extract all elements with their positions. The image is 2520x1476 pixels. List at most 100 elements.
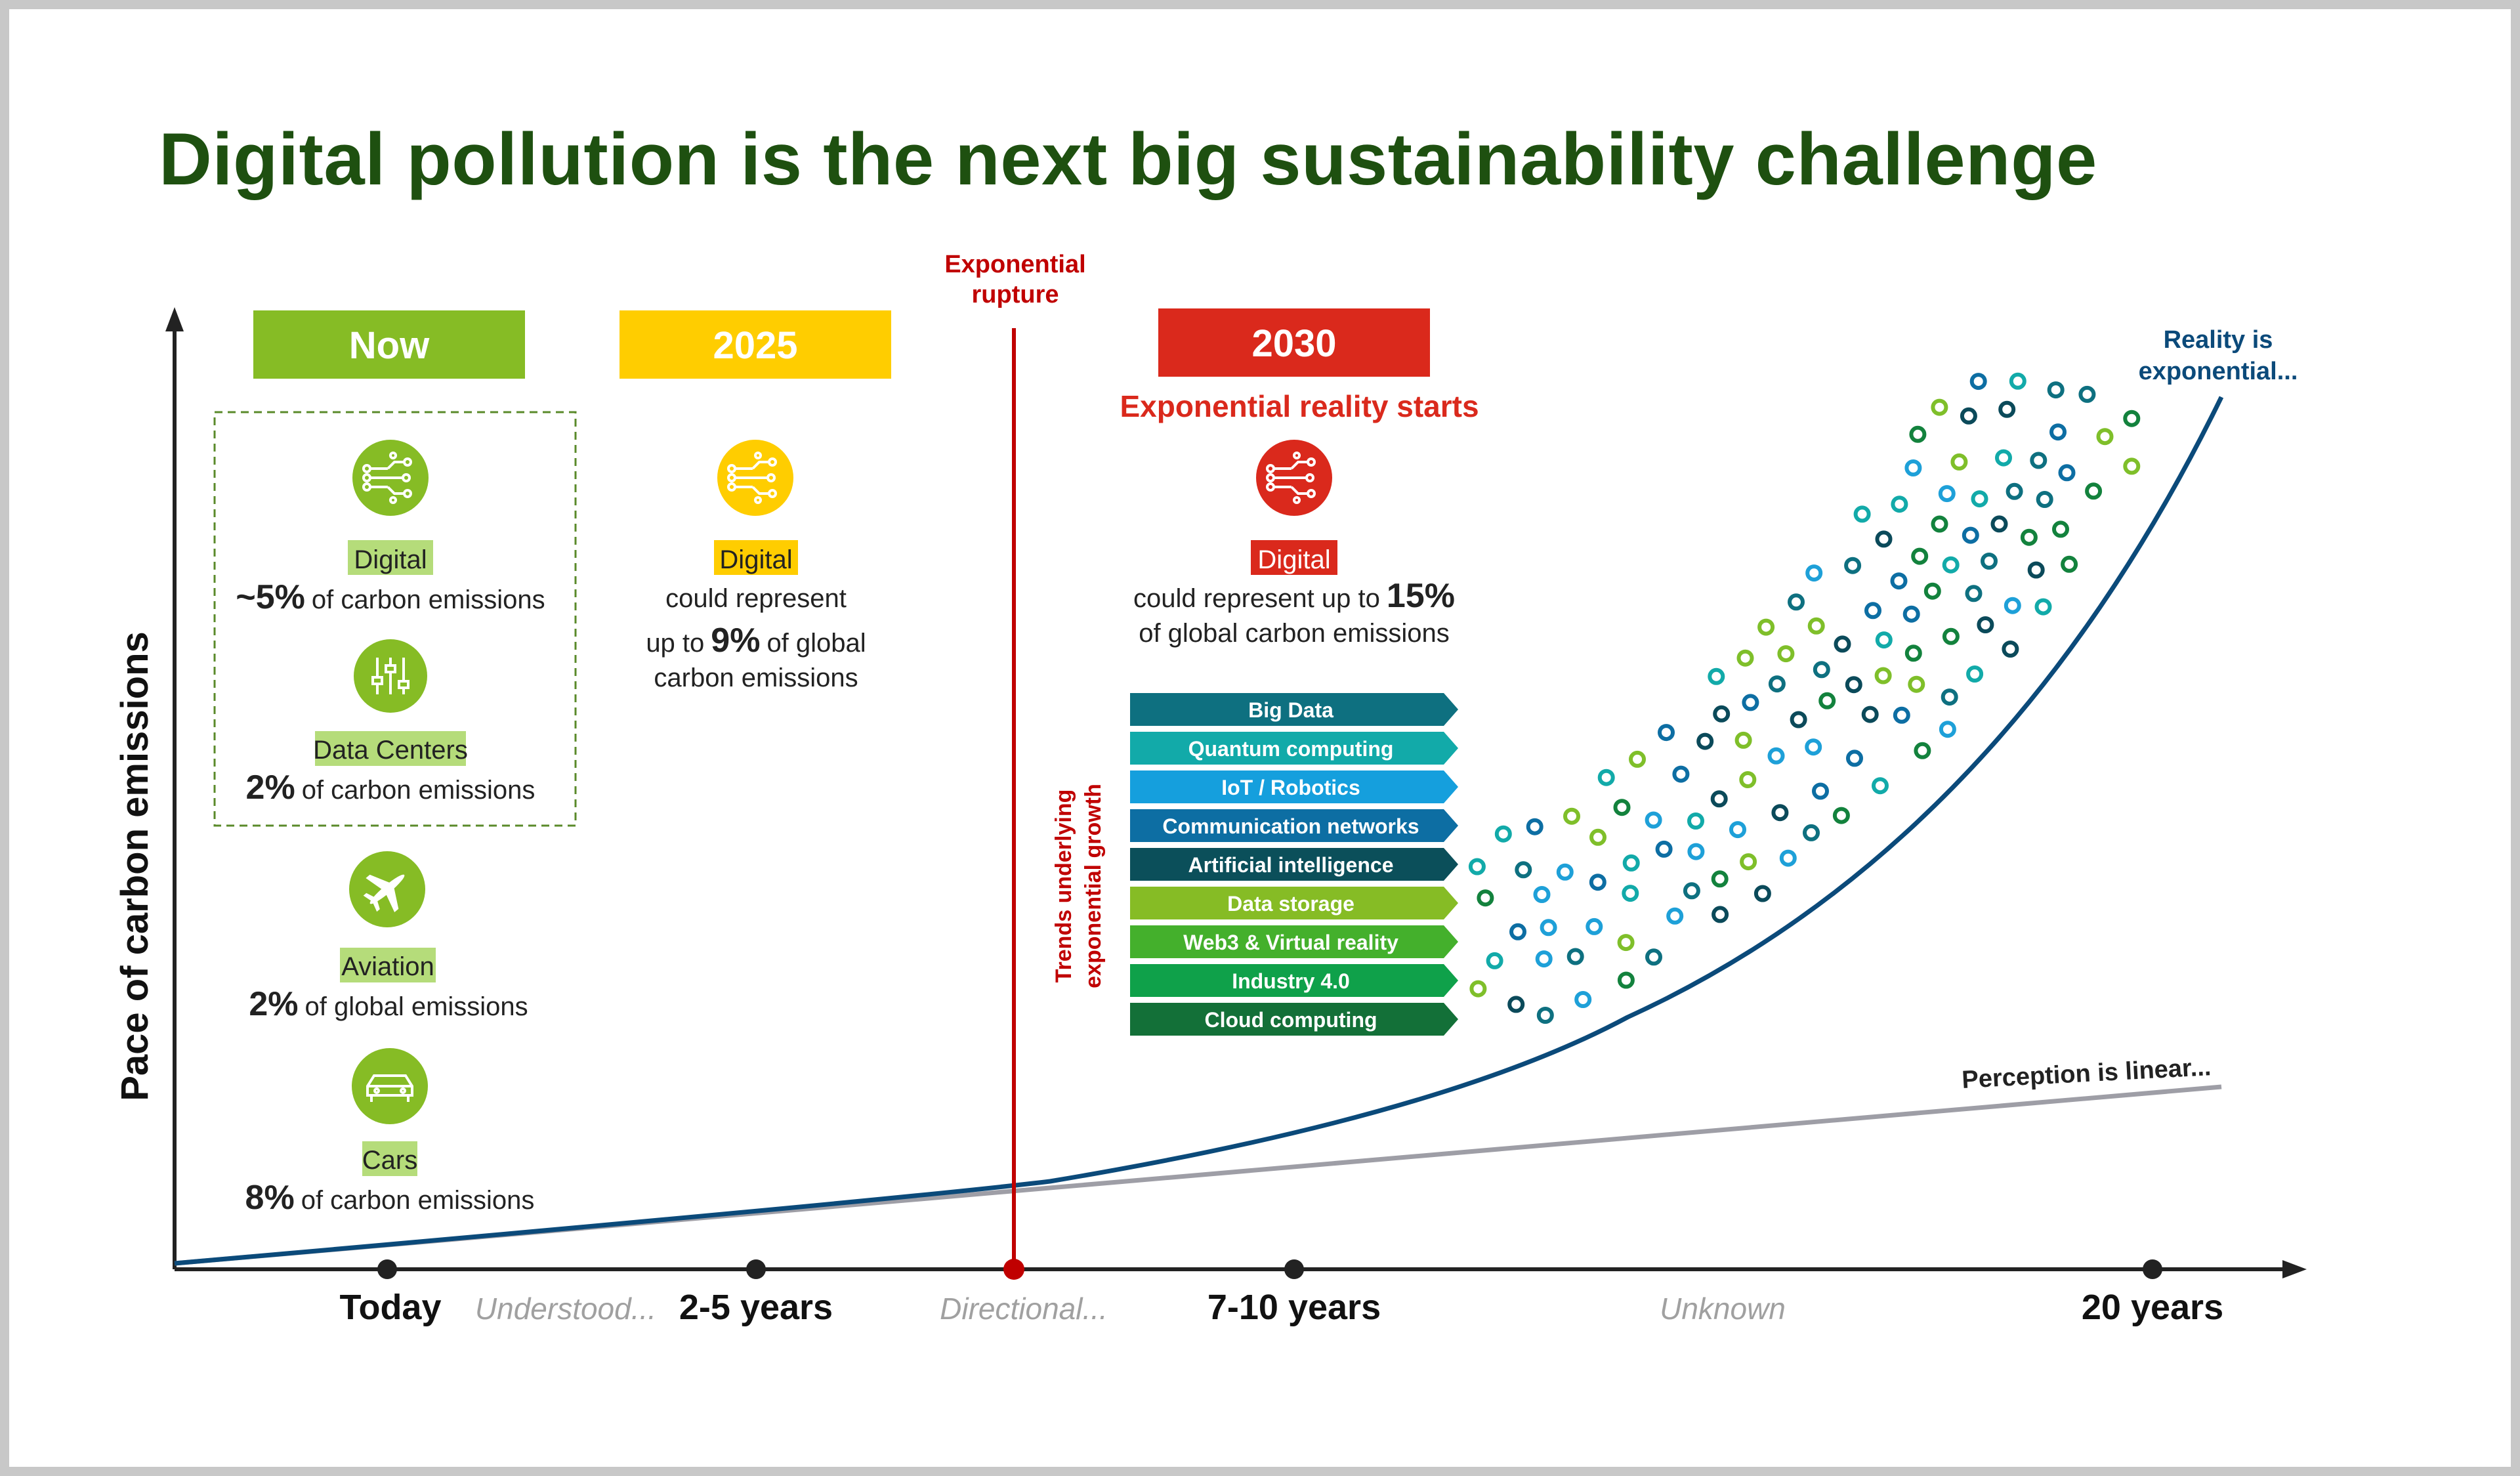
emission-dot [1813, 661, 1830, 679]
emission-dot [1535, 950, 1553, 968]
emission-dot [1844, 557, 1862, 574]
emission-dot [1533, 886, 1551, 903]
tick-label-2-5-years: 2-5 years [679, 1288, 833, 1327]
y2030-line1: could represent up to 15% [1133, 577, 1455, 615]
emission-dot [1713, 705, 1731, 723]
trend-arrow [1130, 693, 1458, 726]
emission-dot [2006, 482, 2023, 500]
now-digital-value: ~5% [236, 578, 305, 616]
sliders-icon [354, 639, 427, 713]
emission-dot [2036, 491, 2053, 508]
emission-dot [1872, 777, 1889, 795]
emission-dot [1950, 453, 1968, 471]
emission-dot [1834, 635, 1851, 653]
trend-arrow [1130, 1003, 1458, 1036]
trend-label: IoT / Robotics [1221, 776, 1360, 799]
emission-dot [1658, 724, 1675, 742]
emission-dot [1739, 771, 1757, 788]
y2025-header-label: 2025 [713, 324, 797, 367]
emission-dot [1574, 991, 1592, 1008]
emission-dot [1818, 692, 1836, 709]
emission-dot [1977, 616, 1994, 633]
now-datacenters-desc: of carbon emissions [302, 776, 536, 805]
emission-dot [1617, 934, 1635, 952]
trend-arrow [1130, 887, 1458, 919]
emission-dot [1938, 485, 1956, 503]
now-cars-stat: 8% of carbon emissions [245, 1179, 535, 1217]
emission-dot [1960, 407, 1977, 425]
emission-dot [2027, 561, 2045, 579]
now-cars-desc: of carbon emissions [301, 1186, 535, 1215]
now-datacenters-value: 2% [246, 769, 295, 807]
emission-dot [2049, 423, 2067, 441]
emission-dot [1771, 804, 1789, 822]
trend-label: Quantum computing [1188, 737, 1394, 761]
emission-dot [1805, 738, 1822, 756]
emission-dot [1965, 585, 1983, 602]
emission-dot [1509, 923, 1526, 940]
emission-dot [1757, 618, 1775, 636]
emission-dot [1622, 885, 1639, 902]
emission-dot [1998, 400, 2016, 418]
y2025-digital-highlight [714, 540, 798, 575]
y-axis-label: Pace of carbon emissions [114, 631, 156, 1101]
y2025-value: 9% [711, 622, 760, 660]
y2025-line2-post: of global [766, 629, 866, 658]
emission-dot [1891, 496, 1908, 513]
y2030-line1-pre: could represent up to [1133, 584, 1380, 613]
emission-dot [1902, 605, 1920, 623]
trends-label-line2: exponential growth [1081, 784, 1106, 988]
trend-arrow [1130, 964, 1458, 997]
emission-dot [1645, 948, 1662, 966]
emission-dot [1909, 425, 1927, 443]
emission-dot [1515, 861, 1532, 879]
now-digital-stat: ~5% of carbon emissions [236, 578, 545, 616]
emission-dot [2058, 464, 2076, 482]
emission-dot [1853, 505, 1871, 523]
trend-label: Big Data [1248, 698, 1334, 722]
phase-unknown: Unknown [1660, 1292, 1786, 1326]
emission-dot [1875, 631, 1893, 649]
emission-dot [1767, 747, 1785, 765]
emission-dot [2009, 372, 2026, 390]
emission-dot [1779, 849, 1797, 867]
emission-dot [1893, 706, 1910, 724]
y2030-digital-highlight [1251, 540, 1337, 575]
emission-dot [1589, 828, 1606, 846]
emission-dot [1729, 821, 1746, 839]
emission-dot [1966, 665, 1984, 683]
emission-dot [1914, 742, 1931, 759]
emission-dot [1788, 593, 1805, 611]
now-datacenters-highlight [315, 731, 466, 766]
emission-dot [1613, 799, 1631, 816]
emission-dot [2002, 641, 2019, 658]
trend-label: Industry 4.0 [1232, 969, 1350, 993]
tick-label-20-years: 20 years [2082, 1288, 2223, 1327]
trend-label: Web3 & Virtual reality [1183, 931, 1398, 954]
emission-dot [1923, 582, 1941, 600]
emission-dot [2096, 428, 2114, 446]
emission-dot [2123, 457, 2141, 475]
page-title: Digital pollution is the next big sustai… [159, 118, 2097, 200]
now-aviation-name: Aviation [341, 952, 434, 981]
emission-dot [1711, 870, 1729, 888]
emission-dot [1710, 790, 1728, 808]
now-header-label: Now [349, 324, 430, 367]
trend-label: Communication networks [1162, 814, 1419, 838]
emission-dot [2004, 597, 2021, 614]
emission-dot [1526, 818, 1544, 835]
emission-dot [1942, 627, 1960, 645]
emission-dot [1468, 858, 1486, 875]
now-datacenters-name: Data Centers [313, 736, 468, 765]
emissions-dots [1468, 372, 2141, 1024]
emission-dot [1696, 732, 1714, 750]
emission-dot [1589, 874, 1606, 891]
rupture-label-line1: Exponential [944, 251, 1085, 278]
emission-dot [1563, 807, 1580, 825]
tick-dot-2-5-years [746, 1259, 766, 1279]
emission-dot [2078, 385, 2096, 403]
emission-dot [1540, 919, 1557, 937]
emission-dot [1754, 885, 1771, 902]
emission-dot [1617, 971, 1635, 989]
